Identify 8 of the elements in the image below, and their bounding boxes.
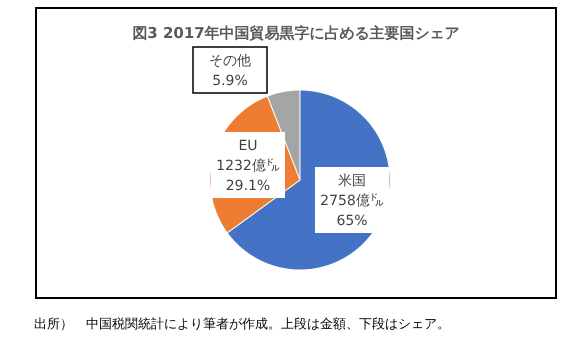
- data-label: 1232億㌦ 29.1%: [216, 157, 280, 194]
- slice-label: 米国: [338, 173, 366, 189]
- data-label: 2758億㌦ 65%: [320, 192, 384, 229]
- text: 出所） 中国税関統計により筆者が作成。上段は金額、下段はシェア。: [34, 317, 450, 332]
- slice-label: EU: [238, 138, 258, 154]
- slice-label: その他: [209, 53, 251, 69]
- chart-title: 図3 2017年中国貿易黒字に占める主要国シェア: [132, 24, 460, 42]
- data-label: 5.9%: [212, 73, 248, 89]
